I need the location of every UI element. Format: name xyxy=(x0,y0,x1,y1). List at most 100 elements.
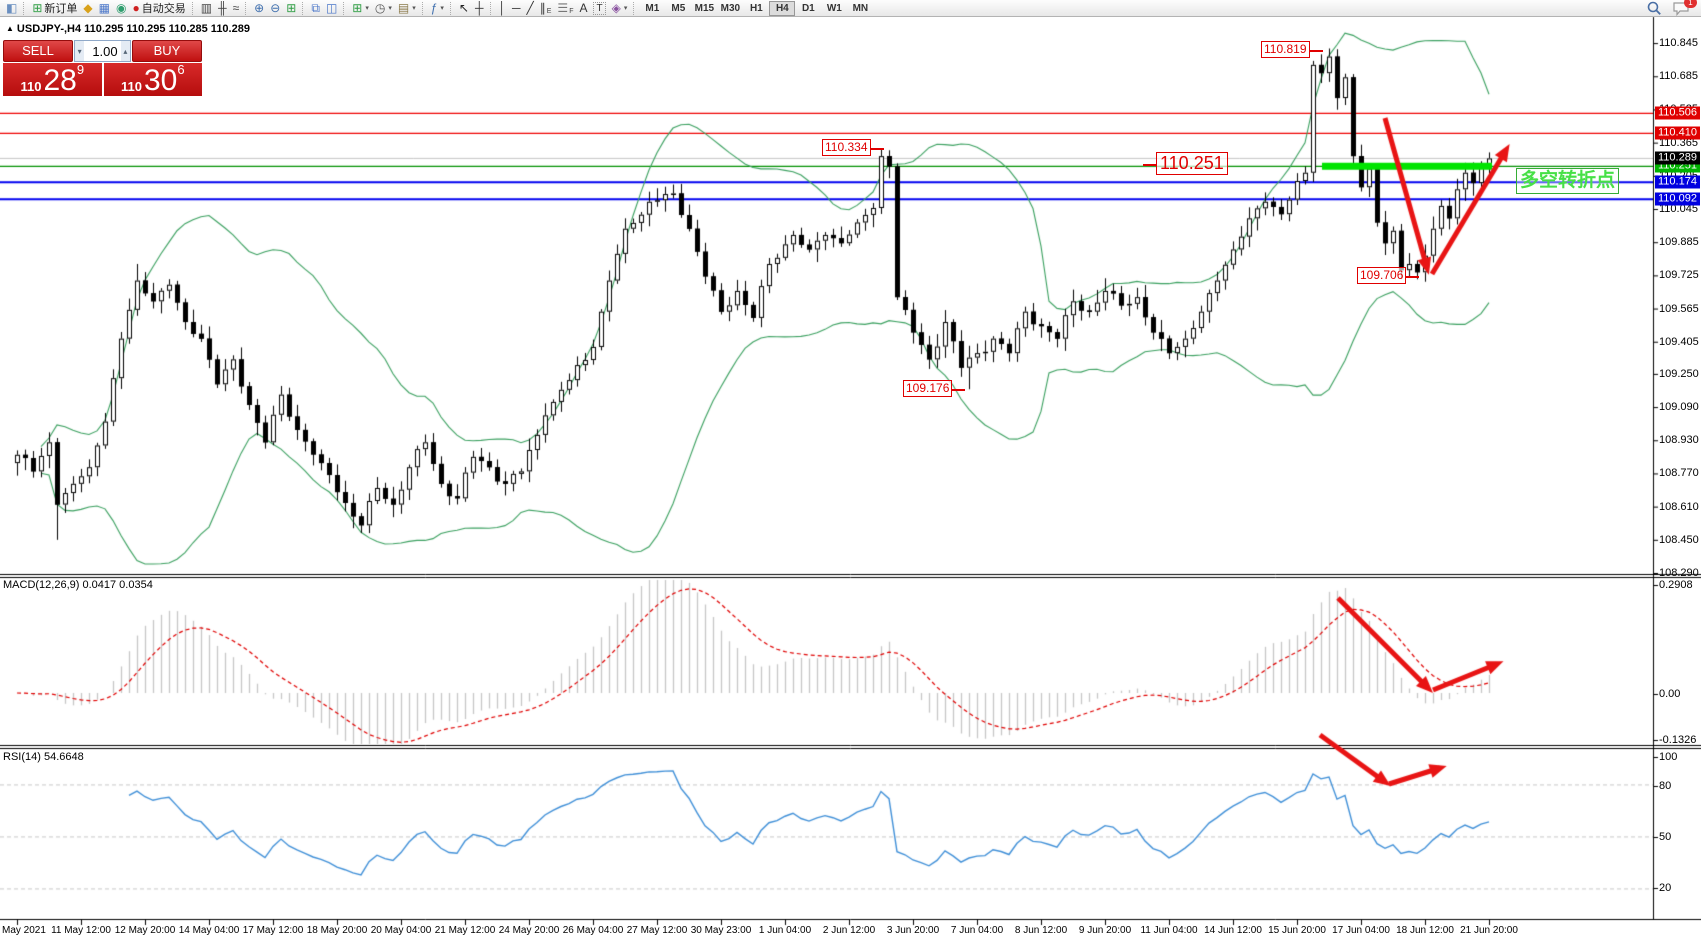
cascade-windows-icon: ⧉ xyxy=(311,0,320,15)
styler-icon[interactable]: ◆ xyxy=(80,1,95,16)
text-label-icon: T xyxy=(593,1,606,15)
buy-price-pip: 6 xyxy=(177,62,185,77)
horizontal-line-icon: ─ xyxy=(512,0,521,15)
trendline-icon[interactable]: ╱ xyxy=(524,1,537,16)
sell-price-panel[interactable]: 110 28 9 xyxy=(3,63,102,96)
toolbar-separator xyxy=(191,1,195,15)
template-button[interactable]: ▤ ▾ xyxy=(395,1,419,16)
toolbar-right-group: 1 xyxy=(1646,0,1698,16)
tile-windows-icon[interactable]: ⊞ xyxy=(283,1,299,16)
new-order-button[interactable]: ⊞ 新订单 xyxy=(29,1,80,16)
indicators-icon: ƒ xyxy=(430,0,438,15)
text-icon: A xyxy=(579,0,588,15)
line-chart-icon: ≈ xyxy=(232,0,240,15)
profiles-icon: ▦ xyxy=(98,0,110,15)
chevron-down-icon: ▾ xyxy=(412,5,416,12)
tool-variant-letter: E xyxy=(546,7,552,15)
toolbar-separator xyxy=(421,1,425,15)
macd-indicator-label: MACD(12,26,9) 0.0417 0.0354 xyxy=(3,579,153,591)
arrange-windows-icon[interactable]: ◫ xyxy=(323,1,340,16)
chevron-down-icon: ▾ xyxy=(365,5,369,12)
fibonacci-icon: ☰ xyxy=(557,0,569,15)
candlestick-chart-icon[interactable]: ╫ xyxy=(215,1,230,16)
vertical-line-icon: │ xyxy=(498,0,507,15)
template-icon: ▤ xyxy=(397,0,410,15)
buy-button[interactable]: BUY xyxy=(132,40,202,62)
add-chart-icon: ⊞ xyxy=(352,0,363,15)
volume-increase-button[interactable]: ▴ xyxy=(120,41,130,61)
toolbar-separator xyxy=(489,1,493,15)
tool-variant-letter: F xyxy=(569,7,574,15)
timeframe-m30[interactable]: M30 xyxy=(717,1,743,16)
cascade-windows-icon[interactable]: ⧉ xyxy=(308,1,323,16)
arrows-tool-icon: ◈ xyxy=(611,0,621,15)
new-order-button-label: 新订单 xyxy=(44,3,78,15)
timeframe-w1[interactable]: W1 xyxy=(821,1,847,16)
text-label-icon[interactable]: T xyxy=(590,1,608,16)
candlestick-chart-icon: ╫ xyxy=(218,0,227,15)
timeframe-h4[interactable]: H4 xyxy=(769,0,796,16)
chevron-down-icon: ▾ xyxy=(440,5,444,12)
timeframe-mn[interactable]: MN xyxy=(847,1,873,16)
autotrade-button-label: 自动交易 xyxy=(141,3,186,15)
fibonacci-icon[interactable]: ☰ F xyxy=(554,1,576,16)
signal-icon[interactable]: ◉ xyxy=(113,1,129,16)
period-button[interactable]: ◷ ▾ xyxy=(372,1,395,16)
chat-icon[interactable]: 1 xyxy=(1672,0,1697,16)
search-icon[interactable] xyxy=(1646,0,1662,16)
sell-price-prefix: 110 xyxy=(20,79,42,94)
sell-button[interactable]: SELL xyxy=(3,40,73,62)
new-order-icon: ⊞ xyxy=(32,0,43,15)
toolbar-separator xyxy=(302,1,305,15)
text-icon[interactable]: A xyxy=(576,1,590,16)
chart-window-icon[interactable]: ◧ xyxy=(3,1,20,16)
sell-price-pip: 9 xyxy=(76,62,85,77)
zoom-in-icon[interactable]: ⊕ xyxy=(251,1,267,16)
symbol-ohlc-text: USDJPY-,H4 110.295 110.295 110.285 110.2… xyxy=(16,23,250,35)
arrange-windows-icon: ◫ xyxy=(325,0,338,15)
arrows-tool-button[interactable]: ◈ ▾ xyxy=(609,1,631,16)
timeframe-m1[interactable]: M1 xyxy=(639,1,665,16)
timeframe-m5[interactable]: M5 xyxy=(665,1,691,16)
toolbar-separator xyxy=(633,1,636,15)
equidistant-channel-icon: ∥ xyxy=(539,0,546,15)
bar-chart-icon[interactable]: ▥ xyxy=(198,1,215,16)
toolbar-left-group: ◧ ⊞ 新订单 ◆ ▦ ◉ ● 自动交易 ▥ ╫ ≈ ⊕ ⊖ ⊞ ⧉ ◫ ⊞ ▾ ◷ ▾ ▤ ▾ ƒ ▾ ↖ ┼ │ ─ ╱ ∥ E ☰ F A T… xyxy=(3,1,639,16)
autotrade-button[interactable]: ● 自动交易 xyxy=(129,1,188,16)
vertical-line-icon[interactable]: │ xyxy=(496,1,510,16)
chevron-down-icon: ▾ xyxy=(623,5,628,12)
trendline-icon: ╱ xyxy=(526,0,534,15)
timeframe-m15[interactable]: M15 xyxy=(691,1,717,16)
signal-icon: ◉ xyxy=(115,0,127,15)
volume-decrease-button[interactable]: ▾ xyxy=(75,41,85,61)
timeframe-d1[interactable]: D1 xyxy=(795,1,821,16)
toolbar-separator xyxy=(343,1,346,15)
styler-icon: ◆ xyxy=(83,0,93,15)
buy-price-big: 30 xyxy=(143,64,178,97)
buy-price-panel[interactable]: 110 30 6 xyxy=(103,62,202,97)
timeframe-toolbar: M1 M5 M15 M30 H1 H4 D1 W1 MN xyxy=(639,0,873,16)
indicators-button[interactable]: ƒ ▾ xyxy=(428,1,447,16)
add-chart-button[interactable]: ⊞ ▾ xyxy=(349,1,372,16)
profiles-icon[interactable]: ▦ xyxy=(96,1,113,16)
collapse-arrow-icon[interactable]: ▲ xyxy=(6,24,14,33)
toolbar-separator xyxy=(245,1,248,15)
volume-stepper: ▾ ▴ xyxy=(74,40,131,62)
crosshair-icon: ┼ xyxy=(474,0,484,15)
volume-input[interactable] xyxy=(84,41,121,61)
zoom-out-icon: ⊖ xyxy=(270,0,281,15)
autotrade-icon: ● xyxy=(132,0,140,15)
crosshair-icon[interactable]: ┼ xyxy=(472,1,487,16)
main-toolbar: ◧ ⊞ 新订单 ◆ ▦ ◉ ● 自动交易 ▥ ╫ ≈ ⊕ ⊖ ⊞ ⧉ ◫ ⊞ ▾ ◷ ▾ ▤ ▾ ƒ ▾ ↖ ┼ │ ─ ╱ ∥ E ☰ F A T… xyxy=(0,0,1701,17)
cursor-icon: ↖ xyxy=(458,0,469,15)
tile-windows-icon: ⊞ xyxy=(286,0,297,15)
line-chart-icon[interactable]: ≈ xyxy=(230,1,243,16)
zoom-out-icon[interactable]: ⊖ xyxy=(267,1,283,16)
horizontal-line-icon[interactable]: ─ xyxy=(509,1,524,16)
cursor-icon[interactable]: ↖ xyxy=(456,1,472,16)
timeframe-h1[interactable]: H1 xyxy=(743,1,769,16)
equidistant-channel-icon[interactable]: ∥ E xyxy=(537,1,555,16)
zoom-in-icon: ⊕ xyxy=(254,0,265,15)
symbol-ohlc-info: ▲ USDJPY-,H4 110.295 110.295 110.285 110.… xyxy=(6,23,250,35)
